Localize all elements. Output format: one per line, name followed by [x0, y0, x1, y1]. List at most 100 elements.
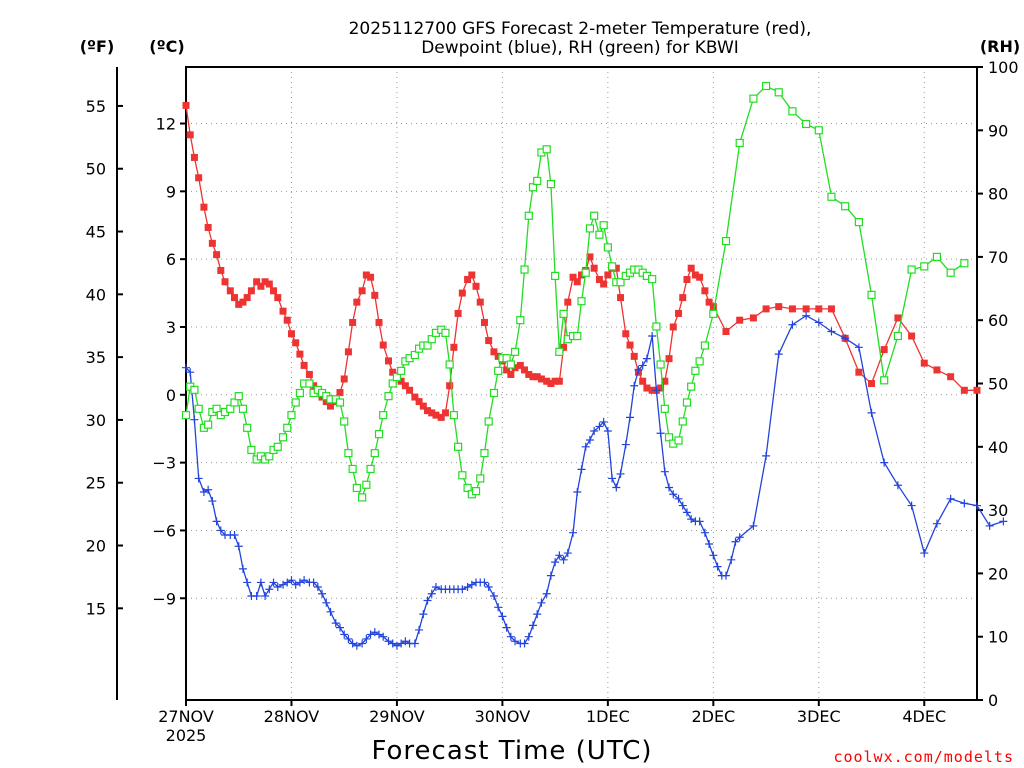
series-1-point-117 [695, 517, 704, 526]
series-2-point-40 [358, 493, 367, 502]
series-2-point-75 [510, 347, 520, 356]
series-0-point-63 [458, 289, 466, 297]
series-0-point-57 [432, 411, 440, 419]
series-1-point-44 [375, 630, 384, 639]
x-axis-label: Forecast Time (UTC) [371, 736, 652, 766]
series-1-point-132 [814, 318, 823, 327]
series-1-point-92 [585, 436, 594, 445]
series-1-point-43 [370, 628, 379, 637]
series-2-point-136 [932, 252, 942, 261]
series-0-point-29 [310, 382, 318, 390]
series-2-point-94 [595, 230, 604, 239]
series-0-point-8 [217, 266, 225, 274]
series-2-point-130 [854, 217, 863, 227]
series-1-point-128 [762, 451, 771, 460]
rh-axis-unit: (RH) [980, 37, 1020, 56]
series-1-point-134 [841, 334, 850, 343]
chart-title-line-2: Dewpoint (blue), RH (green) for KBWI [421, 38, 739, 58]
celsius-tick-label-2: 6 [166, 250, 176, 269]
series-0-point-136 [920, 359, 928, 367]
series-1-point-48 [392, 641, 401, 650]
series-1-point-115 [687, 515, 696, 524]
series-1-point-84 [551, 558, 560, 567]
series-1-point-111 [669, 490, 678, 499]
series-0-point-11 [231, 294, 239, 302]
series-1-point-39 [352, 641, 361, 650]
series-0-point-105 [643, 384, 651, 392]
celsius-tick-label-7: −9 [152, 589, 176, 608]
series-2-point-115 [687, 382, 696, 391]
series-1-point-136 [867, 408, 876, 417]
series-2-point-96 [603, 243, 612, 252]
series-1-point-113 [678, 501, 687, 510]
series-0-point-39 [353, 298, 361, 306]
series-1-point-56 [427, 589, 436, 598]
fahrenheit-tick-label-3: 40 [86, 285, 106, 304]
series-1-point-24 [287, 576, 296, 585]
series-1-point-2 [190, 415, 199, 424]
series-2-point-74 [506, 360, 515, 369]
series-0-point-92 [586, 253, 594, 261]
series-1-point-98 [612, 483, 621, 492]
series-1-point-13 [238, 564, 247, 573]
series-0-point-106 [648, 386, 656, 394]
series-0-point-110 [665, 355, 673, 363]
series-0-point-76 [516, 361, 524, 369]
series-0-point-38 [349, 318, 357, 326]
series-0-point-111 [669, 323, 677, 331]
series-2-point-25 [291, 398, 300, 407]
series-0-point-51 [406, 386, 414, 394]
series-1-point-71 [494, 603, 503, 612]
series-1-point-37 [344, 634, 353, 643]
series-0-point-104 [639, 377, 647, 385]
series-1-point-0 [182, 363, 190, 372]
series-1-point-96 [603, 426, 612, 435]
x-tick-label-3: 30NOV [475, 707, 531, 726]
series-0-point-66 [472, 282, 480, 290]
series-0-point-125 [775, 303, 783, 311]
series-0-point-75 [511, 364, 519, 372]
series-1-point-6 [208, 497, 217, 506]
series-2-point-110 [664, 433, 674, 442]
series-1-point-32 [322, 598, 331, 607]
series-1-point-7 [212, 517, 221, 526]
series-0-point-114 [683, 276, 691, 284]
celsius-tick-label-0: 12 [156, 115, 176, 134]
celsius-tick-label-3: 3 [166, 318, 176, 337]
series-1-point-54 [419, 610, 428, 619]
x-tick-label-0: 27NOV [158, 707, 214, 726]
x-tick-label-1: 28NOV [264, 707, 320, 726]
series-1-point-93 [590, 426, 599, 435]
data-series [181, 81, 1008, 650]
series-2-point-119 [709, 309, 718, 318]
series-1 [182, 311, 1008, 650]
series-1-point-121 [713, 562, 722, 571]
series-0-point-88 [569, 273, 577, 281]
series-2-point-97 [607, 262, 617, 271]
series-1-point-27 [300, 576, 309, 585]
series-1-point-45 [379, 632, 388, 641]
series-2-point-124 [774, 88, 783, 97]
series-0-point-45 [379, 341, 387, 349]
series-0-point-69 [485, 337, 493, 345]
series-2-point-7 [212, 404, 221, 413]
series-0-point-99 [617, 294, 625, 302]
series-2-point-80 [533, 176, 542, 186]
series-2-point-73 [502, 354, 511, 363]
series-2-point-86 [559, 309, 568, 318]
series-0-point-35 [336, 389, 344, 397]
series-0-point-121 [722, 328, 730, 336]
rh-tick-label-5: 50 [988, 375, 1008, 394]
series-1-point-77 [520, 639, 529, 648]
series-0-point-36 [340, 375, 348, 383]
series-1-point-4 [199, 488, 208, 497]
series-2-point-118 [700, 341, 709, 350]
series-1-point-108 [656, 429, 665, 438]
series-0-point-49 [397, 377, 405, 385]
celsius-tick-label-4: 0 [166, 386, 176, 405]
series-0-point-132 [868, 380, 876, 387]
series-2-point-79 [528, 183, 538, 192]
series-2-point-19 [265, 452, 274, 461]
series-0-point-93 [590, 264, 598, 272]
series-1-point-109 [660, 467, 669, 476]
